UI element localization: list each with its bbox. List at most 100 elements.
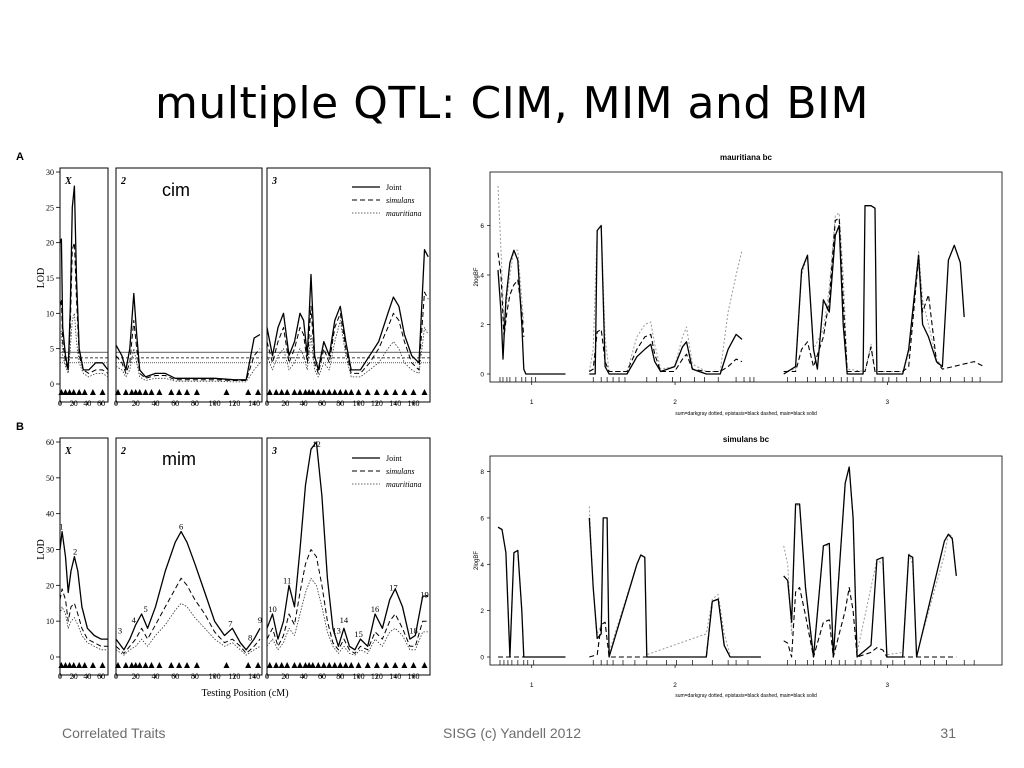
marker-triangle xyxy=(70,662,77,668)
chromosome-frame xyxy=(266,437,431,676)
marker-triangle xyxy=(315,662,322,668)
peak-label: 11 xyxy=(283,575,291,585)
x-tick-label: 40 xyxy=(151,672,159,681)
series-line-sum xyxy=(497,185,525,325)
marker-triangle xyxy=(392,662,399,668)
series-line-epistasis xyxy=(497,252,525,338)
marker-triangle xyxy=(401,662,408,668)
footer-section-label: Correlated Traits xyxy=(62,725,166,741)
chromosome-panel-2: 20 20 40 60 80 100 120 140 xyxy=(114,437,263,681)
chromosome-frame xyxy=(115,167,263,403)
peak-label: 18 xyxy=(409,626,418,636)
x-tick-label: 0 xyxy=(58,672,62,681)
x-axis-label: Testing Position (cM) xyxy=(201,688,288,699)
marker-triangle xyxy=(136,662,143,668)
marker-triangle xyxy=(184,662,191,668)
marker-triangle xyxy=(58,389,65,395)
marker-triangle xyxy=(245,389,252,395)
method-label: mim xyxy=(162,449,196,469)
chromosome-panel-3: 3 0 20 40 60 80 100 120 140 160 xyxy=(265,437,431,681)
x-tick-label: 100 xyxy=(353,672,365,681)
marker-triangle xyxy=(309,389,316,395)
y-axis-label: LOD xyxy=(36,539,47,560)
chromosome-frame xyxy=(59,167,109,403)
series-line-mauritiana xyxy=(59,312,109,378)
series-line-epistasis xyxy=(783,586,957,658)
x-tick-label: 1 xyxy=(530,682,534,689)
series-line-simulans xyxy=(59,242,109,374)
x-tick-label: 80 xyxy=(336,672,344,681)
series-line-main xyxy=(497,249,566,375)
marker-triangle xyxy=(315,389,322,395)
y-tick-label: 25 xyxy=(46,203,54,212)
marker-triangle xyxy=(122,389,129,395)
marker-triangle xyxy=(291,389,298,395)
marker-triangle xyxy=(58,662,65,668)
chromosome-panel-x: X 0 20 40 60 xyxy=(58,167,109,408)
x-tick-label: 0 xyxy=(58,399,62,408)
marker-triangle xyxy=(296,389,303,395)
x-tick-label: 100 xyxy=(209,672,221,681)
marker-triangle xyxy=(168,389,175,395)
marker-triangle xyxy=(81,389,88,395)
x-tick-label: 20 xyxy=(70,672,78,681)
chromosome-panel-2: 20 20 40 60 80 100 120 140 xyxy=(114,167,263,408)
chromosome-label: 3 xyxy=(271,446,277,457)
x-tick-label: 20 xyxy=(70,399,78,408)
x-tick-label: 60 xyxy=(171,672,179,681)
marker-triangle xyxy=(89,662,96,668)
y-tick-label: 2 xyxy=(480,608,484,615)
y-tick-label: 0 xyxy=(480,372,484,379)
marker-triangle xyxy=(331,389,338,395)
marker-triangle xyxy=(421,662,428,668)
x-tick-label: 3 xyxy=(886,399,890,406)
x-tick-label: 40 xyxy=(300,399,308,408)
x-tick-label: 160 xyxy=(408,672,420,681)
series-line-joint xyxy=(266,249,429,371)
plot-frame xyxy=(489,455,1003,666)
marker-triangle xyxy=(309,662,316,668)
x-tick-label: 40 xyxy=(83,672,91,681)
peak-label: 6 xyxy=(179,522,183,532)
x-tick-label: 100 xyxy=(209,399,221,408)
y-tick-label: 20 xyxy=(46,581,54,590)
peak-label: 9 xyxy=(258,615,262,625)
x-tick-label: 120 xyxy=(228,672,240,681)
panel-letter: A xyxy=(16,151,24,163)
series-line-main xyxy=(783,466,957,658)
chromosome-panel-x: X 0 20 40 60 xyxy=(58,437,109,681)
marker-triangle xyxy=(320,389,327,395)
marker-triangle xyxy=(142,662,149,668)
chart-caption: sum=darkgray dotted, epistasis=black das… xyxy=(675,411,817,417)
x-tick-label: 120 xyxy=(371,399,383,408)
marker-triangle xyxy=(273,389,280,395)
chromosome-panel-3: 3 0 20 40 60 80 100 120 140 160 xyxy=(265,167,431,408)
chart-title: mauritiana bc xyxy=(720,153,773,162)
x-tick-label: 20 xyxy=(281,399,289,408)
y-tick-label: 4 xyxy=(480,562,484,569)
x-tick-label: 140 xyxy=(248,672,260,681)
x-tick-label: 40 xyxy=(83,399,91,408)
x-tick-label: 120 xyxy=(371,672,383,681)
chromosome-frame xyxy=(266,167,431,403)
x-tick-label: 0 xyxy=(265,672,269,681)
marker-triangle xyxy=(342,389,349,395)
peak-label: 2 xyxy=(73,547,77,557)
y-tick-label: 30 xyxy=(46,546,54,555)
y-tick-label: 40 xyxy=(46,510,54,519)
marker-triangle xyxy=(255,662,262,668)
marker-triangle xyxy=(128,389,135,395)
series-line-epistasis xyxy=(589,328,743,373)
y-tick-label: 0 xyxy=(50,380,54,389)
marker-triangle xyxy=(383,389,390,395)
marker-triangle xyxy=(122,662,129,668)
marker-triangle xyxy=(326,662,333,668)
marker-triangle xyxy=(76,662,83,668)
x-tick-label: 140 xyxy=(248,399,260,408)
marker-triangle xyxy=(355,662,362,668)
legend-entry: Joint xyxy=(386,454,402,463)
plot-frame xyxy=(489,171,1003,383)
legend-entry: Joint xyxy=(386,183,402,192)
peak-label: 17 xyxy=(389,583,398,593)
